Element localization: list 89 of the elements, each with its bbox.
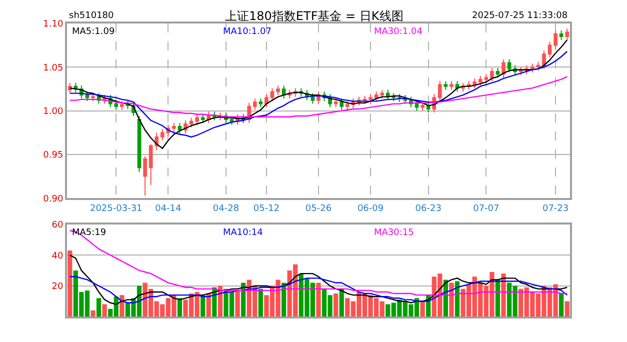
bar (559, 294, 564, 317)
candlestick (502, 58, 506, 78)
bar (258, 288, 263, 317)
text: MA30:1.04 (374, 27, 423, 37)
candlestick (559, 30, 564, 41)
line-series (69, 254, 568, 305)
candlestick (374, 91, 378, 102)
candlestick (548, 41, 552, 58)
bar (235, 290, 240, 317)
x-tick-label: 04-28 (212, 204, 240, 214)
y-tick-label: 60 (52, 220, 64, 231)
candlestick (252, 98, 257, 110)
candlestick (484, 74, 488, 84)
chart-title: 上证180指数ETF基金 = 日K线图 (225, 9, 404, 23)
candlestick (554, 30, 558, 50)
bar (449, 282, 454, 317)
candlestick (334, 98, 338, 108)
bar (564, 301, 570, 317)
y-tick-label: 1.05 (43, 63, 64, 74)
candlestick (450, 80, 454, 90)
x-tick-label: 06-23 (415, 204, 442, 214)
line-series (69, 76, 568, 118)
text: MA30:15 (374, 228, 414, 238)
candlestick (137, 116, 142, 172)
candlestick (345, 100, 350, 110)
candlestick (490, 67, 494, 82)
x-tick-label: 04-14 (155, 204, 182, 214)
candlestick (368, 94, 372, 104)
text: 2025-07-25 11:33:08 (472, 11, 568, 21)
candlestick (530, 63, 534, 73)
line-series (69, 50, 568, 138)
candlestick (340, 98, 344, 110)
candlestick (496, 67, 500, 78)
bar (420, 301, 425, 317)
bar (339, 288, 344, 317)
bar (102, 304, 107, 317)
line-series (69, 230, 568, 296)
candlestick (143, 156, 147, 196)
candlestick (270, 88, 274, 102)
x-tick-label: 06-09 (357, 204, 384, 214)
x-tick-label: 05-12 (253, 204, 280, 214)
candlestick (264, 94, 268, 108)
x-tick-label: 07-23 (542, 204, 569, 214)
candlestick (172, 122, 176, 132)
y-tick-label: 1.00 (43, 106, 64, 117)
line-series (69, 39, 568, 149)
candlestick (536, 61, 540, 72)
candlestick (542, 50, 546, 70)
candlestick (472, 78, 477, 89)
bar (206, 294, 211, 317)
bar (96, 298, 102, 317)
bar (241, 282, 246, 317)
bar (316, 282, 321, 317)
candlestick (276, 84, 280, 96)
y-tick-label: 20 (52, 282, 64, 292)
candlestick (478, 75, 482, 86)
candlestick (380, 89, 384, 100)
bar (454, 281, 460, 317)
candlestick (444, 80, 448, 90)
text: MA10:1.07 (223, 27, 272, 37)
bar (90, 310, 96, 317)
line-series (69, 276, 568, 304)
candlestick (195, 114, 199, 126)
candlestick (565, 28, 570, 41)
bar (200, 295, 206, 317)
text: MA5:1.09 (72, 27, 115, 37)
candlestick (438, 80, 442, 102)
candlestick (420, 102, 424, 112)
bar (68, 250, 72, 317)
y-tick-label: 0.90 (43, 194, 64, 204)
candlestick (68, 82, 72, 94)
y-tick-label: 0.95 (43, 150, 64, 161)
x-tick-label: 05-26 (305, 204, 332, 214)
candlestick (160, 128, 164, 141)
bar (334, 294, 338, 317)
text: sh510180 (69, 11, 114, 21)
x-tick-label: 07-07 (473, 204, 500, 214)
bar (177, 298, 182, 317)
candlestick (258, 98, 263, 108)
candlestick (120, 100, 124, 110)
y-tick-label: 40 (52, 251, 64, 262)
candlestick (200, 114, 205, 124)
candlestick (189, 117, 194, 128)
x-tick-label: 2025-03-31 (90, 204, 142, 214)
y-tick-label: 1.10 (43, 20, 64, 30)
text: MA10:14 (223, 228, 264, 238)
candlestick (310, 92, 315, 104)
candlestick (414, 100, 419, 112)
candlestick (507, 58, 512, 73)
